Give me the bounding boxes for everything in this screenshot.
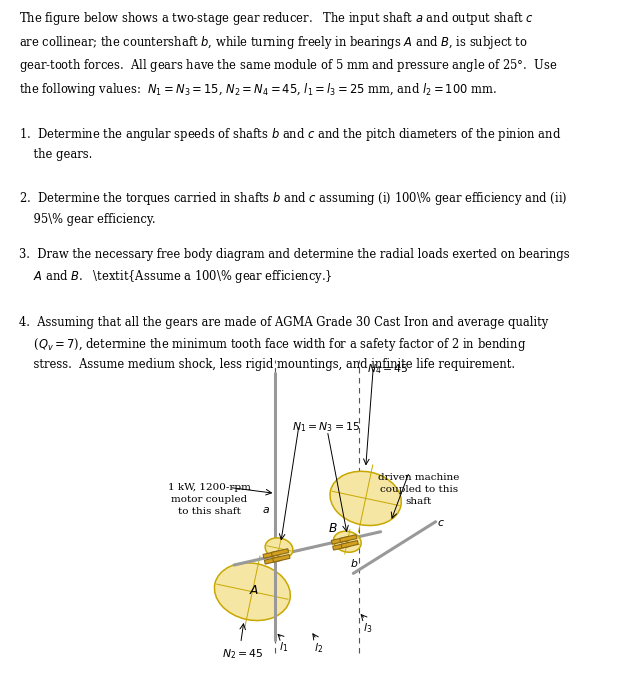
Text: $b$: $b$ xyxy=(350,558,359,569)
Polygon shape xyxy=(273,554,290,562)
Polygon shape xyxy=(341,541,358,548)
Text: driven machine
coupled to this
shaft: driven machine coupled to this shaft xyxy=(378,473,460,506)
Polygon shape xyxy=(332,537,349,544)
Polygon shape xyxy=(271,549,289,556)
Polygon shape xyxy=(264,556,281,564)
Ellipse shape xyxy=(214,563,290,621)
Ellipse shape xyxy=(265,538,293,559)
Text: $c$: $c$ xyxy=(437,518,445,528)
Polygon shape xyxy=(263,551,280,558)
Text: $A$: $A$ xyxy=(249,583,259,596)
Text: $N_1 = N_3 = 15$: $N_1 = N_3 = 15$ xyxy=(293,420,360,434)
Text: 4.  Assuming that all the gears are made of AGMA Grade 30 Cast Iron and average : 4. Assuming that all the gears are made … xyxy=(19,316,548,371)
Text: The figure below shows a two-stage gear reducer.   The input shaft $a$ and outpu: The figure below shows a two-stage gear … xyxy=(19,10,557,98)
Polygon shape xyxy=(333,543,350,550)
Text: 1 kW, 1200-rpm
motor coupled
to this shaft: 1 kW, 1200-rpm motor coupled to this sha… xyxy=(168,483,251,516)
Text: $l_2$: $l_2$ xyxy=(314,642,323,656)
Text: $a$: $a$ xyxy=(262,505,270,515)
Text: 1.  Determine the angular speeds of shafts $b$ and $c$ and the pitch diameters o: 1. Determine the angular speeds of shaft… xyxy=(19,126,561,161)
Ellipse shape xyxy=(330,471,401,526)
Text: $B$: $B$ xyxy=(328,522,337,535)
Text: 3.  Draw the necessary free body diagram and determine the radial loads exerted : 3. Draw the necessary free body diagram … xyxy=(19,248,570,285)
Text: $N_4 = 45$: $N_4 = 45$ xyxy=(367,362,408,375)
Ellipse shape xyxy=(333,531,361,552)
Text: 2.  Determine the torques carried in shafts $b$ and $c$ assuming (i) 100\% gear : 2. Determine the torques carried in shaf… xyxy=(19,190,567,226)
Text: $N_2 = 45$: $N_2 = 45$ xyxy=(222,647,264,661)
Text: $l_3$: $l_3$ xyxy=(362,622,372,636)
Polygon shape xyxy=(340,534,357,542)
Text: $l_1$: $l_1$ xyxy=(279,641,288,654)
